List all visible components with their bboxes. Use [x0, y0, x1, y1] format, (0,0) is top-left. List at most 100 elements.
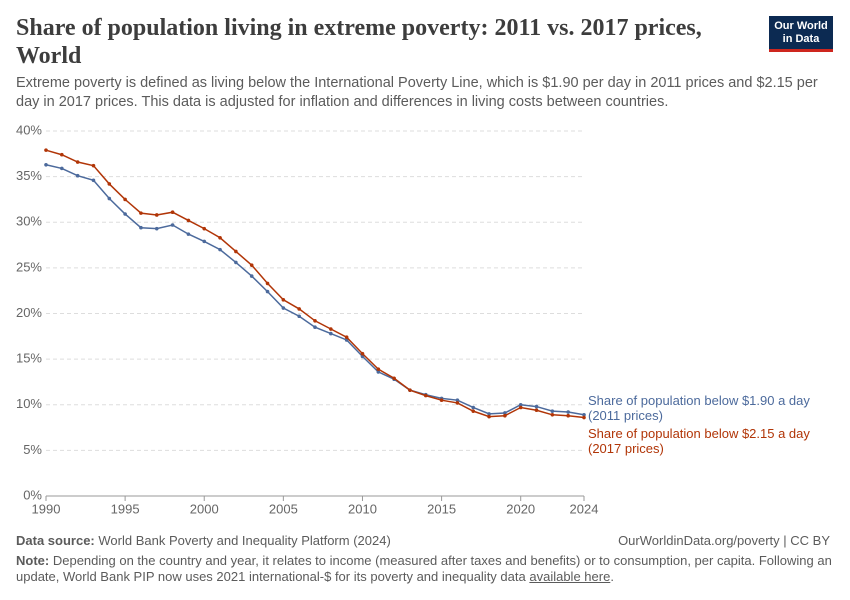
- data-point: [550, 409, 555, 413]
- data-point: [582, 412, 586, 417]
- x-tick-label: 2020: [506, 501, 535, 516]
- data-point: [566, 413, 570, 418]
- data-point: [503, 413, 507, 418]
- data-point: [249, 263, 254, 267]
- data-point: [566, 410, 570, 414]
- series-label: Share of population below $1.90 a day (2…: [588, 392, 810, 423]
- data-point: [439, 398, 444, 402]
- data-point: [313, 319, 317, 323]
- data-point: [423, 393, 428, 398]
- data-point: [60, 152, 64, 157]
- data-point: [202, 239, 207, 244]
- data-point: [107, 196, 112, 201]
- data-point: [123, 197, 127, 202]
- note-text: Depending on the country and year, it re…: [16, 553, 832, 584]
- x-tick-label: 1995: [111, 501, 140, 516]
- data-point: [408, 388, 412, 392]
- data-point: [44, 148, 48, 152]
- data-point: [455, 401, 460, 405]
- data-point: [123, 212, 127, 216]
- footer-url[interactable]: OurWorldinData.org/poverty | CC BY: [618, 533, 830, 548]
- source-text: World Bank Poverty and Inequality Platfo…: [98, 533, 391, 548]
- data-point: [487, 414, 491, 419]
- data-point: [471, 409, 476, 413]
- data-point: [154, 213, 159, 217]
- data-point: [218, 235, 222, 240]
- data-point: [297, 307, 301, 311]
- data-point: [186, 232, 191, 236]
- x-tick-label: 1990: [32, 501, 61, 516]
- data-point: [170, 210, 175, 215]
- y-tick-label: 15%: [16, 351, 42, 366]
- data-point: [329, 331, 333, 336]
- data-point: [376, 367, 381, 371]
- data-point: [297, 314, 301, 319]
- data-point: [186, 218, 191, 223]
- y-tick-label: 5%: [23, 442, 42, 457]
- data-point: [471, 405, 476, 410]
- data-point: [281, 298, 286, 302]
- data-point: [329, 327, 333, 331]
- y-tick-label: 40%: [16, 122, 42, 137]
- data-point: [582, 415, 586, 420]
- data-point: [534, 404, 539, 409]
- note-end: .: [610, 569, 614, 584]
- series-line: [45, 149, 585, 419]
- data-point: [60, 166, 64, 171]
- x-tick-label: 2015: [427, 501, 456, 516]
- data-point: [91, 163, 96, 168]
- data-point: [313, 325, 317, 329]
- data-point: [154, 226, 159, 231]
- data-point: [265, 281, 270, 286]
- data-point: [249, 274, 254, 278]
- data-point: [487, 412, 491, 416]
- footer-source: Data source: World Bank Poverty and Ineq…: [16, 533, 391, 548]
- y-tick-label: 35%: [16, 168, 42, 183]
- data-point: [392, 376, 396, 381]
- x-tick-label: 2010: [348, 501, 377, 516]
- data-point: [518, 405, 523, 410]
- footer-note: Note: Depending on the country and year,…: [16, 553, 836, 585]
- data-point: [139, 225, 143, 230]
- data-point: [265, 289, 270, 294]
- data-point: [44, 162, 48, 167]
- data-point: [202, 226, 207, 231]
- data-point: [518, 402, 523, 407]
- data-point: [170, 223, 175, 227]
- data-point: [503, 411, 507, 415]
- chart-subtitle: Extreme poverty is defined as living bel…: [16, 75, 818, 110]
- data-point: [75, 160, 80, 164]
- y-tick-label: 10%: [16, 396, 42, 411]
- note-label: Note:: [16, 553, 50, 568]
- data-point: [376, 370, 381, 374]
- data-point: [534, 408, 539, 413]
- data-point: [139, 211, 143, 215]
- x-tick-label: 2000: [190, 501, 219, 516]
- data-point: [91, 178, 96, 183]
- note-link[interactable]: available here: [529, 569, 611, 584]
- data-point: [75, 173, 80, 178]
- y-tick-label: 25%: [16, 259, 42, 274]
- data-point: [218, 247, 222, 252]
- data-point: [234, 249, 238, 254]
- logo-text: Our World: [774, 20, 828, 32]
- y-tick-label: 0%: [23, 487, 42, 502]
- chart-title: Share of population living in extreme po…: [16, 15, 702, 69]
- y-tick-label: 30%: [16, 214, 42, 229]
- series-label: Share of population below $2.15 a day (2…: [588, 425, 810, 456]
- source-label: Data source:: [16, 533, 95, 548]
- data-point: [234, 260, 238, 265]
- data-point: [281, 306, 286, 310]
- logo-text: in Data: [782, 33, 820, 45]
- series-line: [45, 164, 585, 416]
- x-tick-label: 2024: [570, 501, 599, 516]
- data-point: [550, 412, 555, 417]
- data-point: [107, 182, 112, 186]
- data-point: [344, 335, 349, 340]
- y-tick-label: 20%: [16, 305, 42, 320]
- data-point: [360, 351, 365, 356]
- data-point: [455, 398, 460, 402]
- logo[interactable]: Our World in Data: [769, 16, 833, 52]
